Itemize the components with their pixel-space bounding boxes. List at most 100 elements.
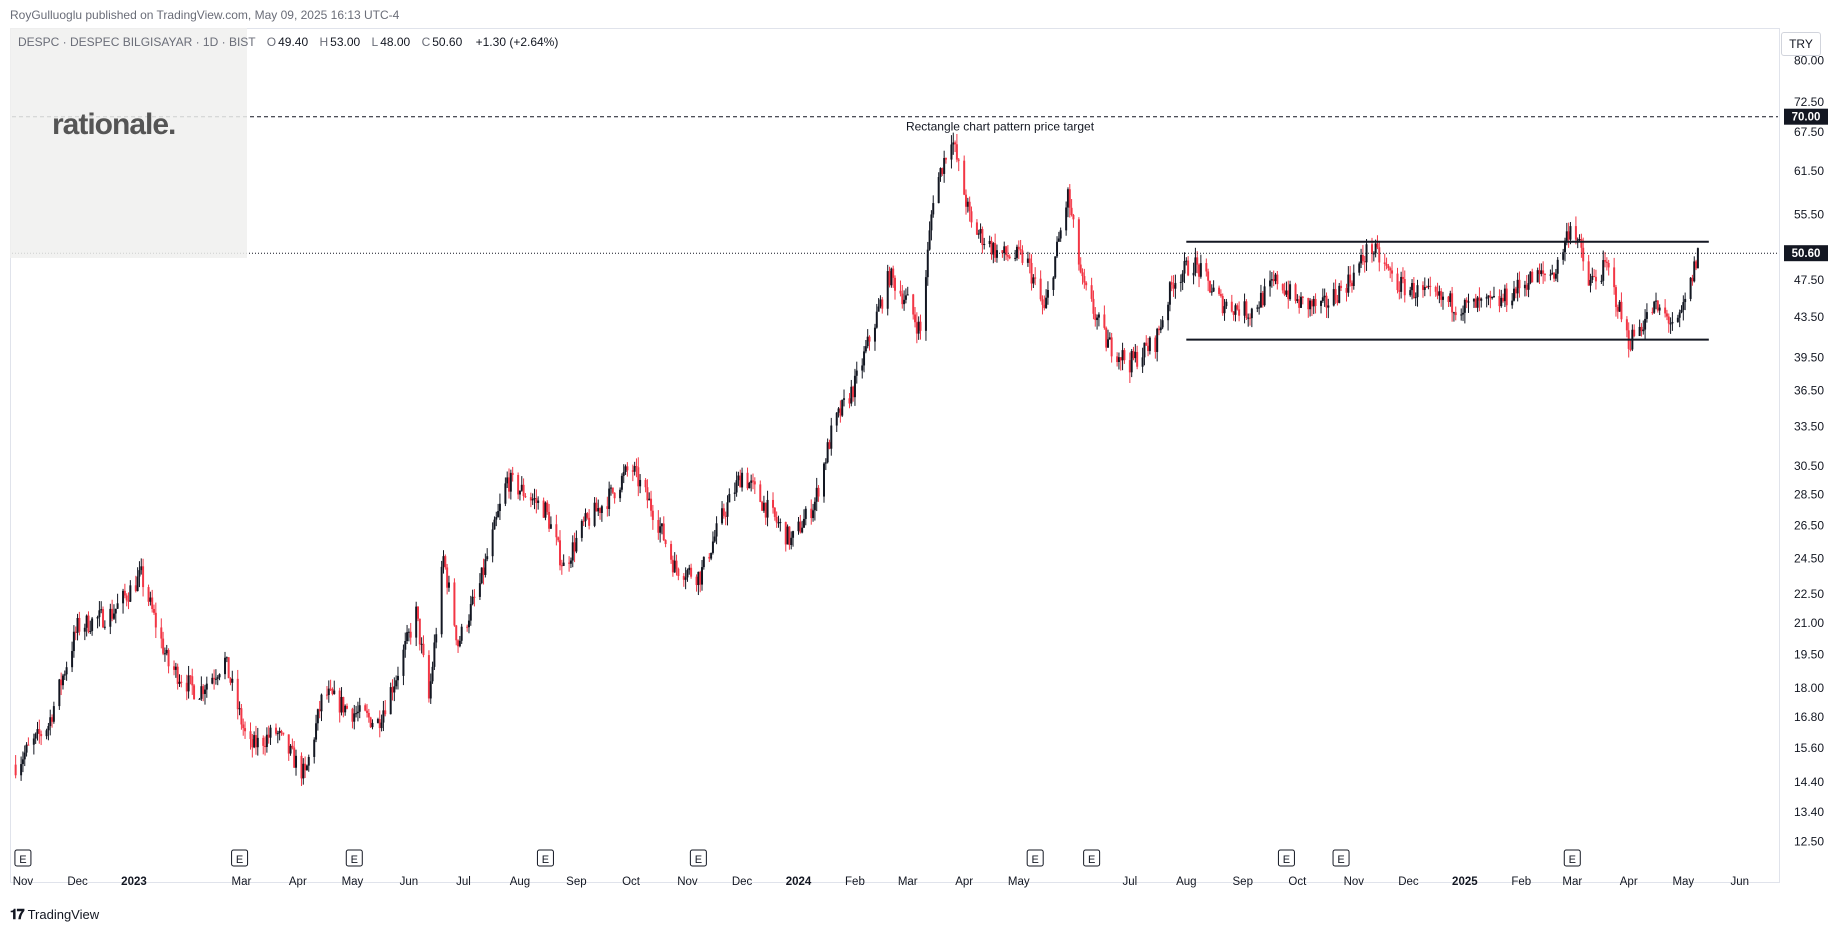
y-tick-label: 14.40 — [1794, 775, 1824, 789]
candle-body — [1083, 276, 1086, 283]
x-tick-label: Nov — [1344, 876, 1365, 888]
candle-body — [728, 493, 731, 503]
candle-body — [901, 293, 904, 305]
currency-button[interactable]: TRY — [1781, 32, 1821, 56]
candle-body — [1070, 207, 1073, 215]
tradingview-logo-icon[interactable]: 𝟏𝟕 — [10, 906, 25, 922]
candle-body — [103, 626, 106, 628]
candle-body — [750, 480, 753, 483]
candle-body — [1299, 296, 1302, 308]
candle-body — [1183, 261, 1186, 274]
y-tick-label: 26.50 — [1794, 518, 1824, 532]
candle-body — [96, 617, 99, 619]
candle-body — [1658, 307, 1661, 311]
y-tick-label: 43.50 — [1794, 310, 1824, 324]
candle-body — [1081, 272, 1084, 277]
candle-body — [1249, 317, 1252, 319]
candle-body — [264, 745, 267, 748]
x-tick-label: May — [1008, 876, 1030, 888]
candle-body — [471, 596, 474, 605]
candle-body — [764, 502, 767, 518]
candle-body — [1578, 239, 1581, 241]
candle-body — [1105, 327, 1108, 348]
candle-body — [608, 488, 611, 509]
candle-body — [1045, 297, 1048, 309]
candle-body — [355, 713, 358, 715]
candle-body — [599, 508, 602, 514]
candle-body — [1199, 263, 1202, 277]
candle-body — [25, 744, 28, 753]
candle-body — [646, 487, 649, 501]
candle-body — [380, 722, 383, 729]
candle-body — [504, 483, 507, 504]
candle-body — [1079, 264, 1082, 273]
candle-body — [1462, 312, 1465, 315]
candle-body — [1523, 284, 1526, 289]
x-tick-label: Jul — [1123, 876, 1138, 888]
x-tick-label: Nov — [677, 876, 698, 888]
candle-body — [1371, 244, 1374, 254]
candle-body — [391, 687, 394, 693]
candle-body — [1502, 297, 1505, 302]
candle-body — [1554, 273, 1557, 279]
candle-body — [74, 631, 77, 633]
candle-body — [38, 729, 41, 735]
candle-body — [620, 475, 623, 490]
candle-body — [875, 311, 878, 328]
candle-body — [1423, 286, 1426, 290]
candle-body — [1147, 345, 1150, 352]
candle-body — [1338, 285, 1341, 303]
candle-body — [810, 508, 813, 519]
candle-body — [1034, 277, 1037, 279]
candle-body — [1167, 304, 1170, 321]
candle-body — [597, 508, 600, 512]
candle-body — [1491, 296, 1494, 299]
candle-body — [873, 327, 876, 342]
candle-body — [333, 690, 336, 695]
candle-body — [486, 556, 489, 560]
candle-body — [1376, 243, 1379, 248]
candle-body — [1352, 272, 1355, 286]
tradingview-brand[interactable]: TradingView — [27, 907, 100, 922]
candle-body — [1589, 279, 1592, 286]
earnings-marker-label: E — [1283, 854, 1290, 866]
candle-body — [535, 498, 538, 503]
candle-body — [1365, 244, 1368, 263]
candle-body — [1503, 288, 1506, 302]
symbol-name[interactable]: DESPC · DESPEC BILGISAYAR · 1D · BIST — [18, 35, 256, 49]
candle-body — [47, 726, 50, 731]
candle-body — [446, 567, 449, 588]
candle-body — [1618, 301, 1621, 312]
candle-body — [919, 321, 922, 331]
candle-body — [1250, 308, 1253, 319]
high-label: H — [319, 35, 329, 49]
y-tick-label: 28.50 — [1794, 488, 1824, 502]
candle-body — [1536, 270, 1539, 283]
candle-body — [1143, 342, 1146, 358]
open-label: O — [266, 35, 277, 49]
x-tick-label: Oct — [622, 876, 641, 888]
candle-body — [1218, 287, 1221, 294]
candle-body — [366, 710, 369, 713]
candle-body — [147, 587, 150, 602]
x-tick-label: Feb — [1511, 876, 1531, 888]
candle-body — [914, 314, 917, 323]
current-price-tag-label: 50.60 — [1792, 248, 1821, 260]
candle-body — [1117, 357, 1120, 363]
candle-body — [759, 484, 762, 502]
candle-body — [342, 697, 345, 713]
candle-body — [384, 710, 387, 715]
candle-body — [966, 201, 969, 207]
candle-body — [864, 346, 867, 352]
candle-body — [779, 522, 782, 524]
candle-body — [954, 142, 957, 145]
candle-body — [351, 708, 354, 722]
candle-body — [790, 537, 793, 546]
candle-body — [1414, 297, 1417, 299]
candle-body — [664, 540, 667, 545]
candle-body — [495, 517, 498, 520]
candle-body — [1350, 282, 1353, 286]
candle-body — [924, 277, 927, 331]
candle-body — [1465, 299, 1468, 303]
